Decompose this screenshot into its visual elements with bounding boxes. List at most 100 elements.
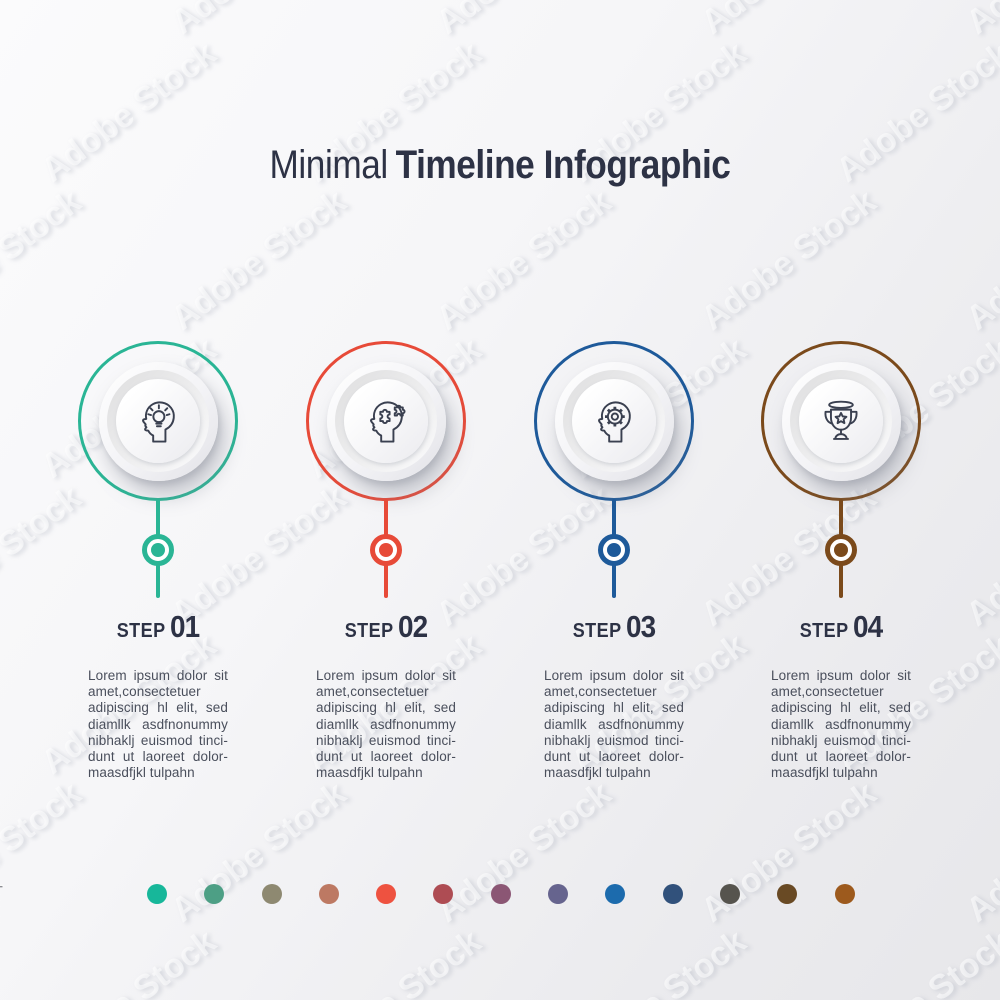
description-line: maasdfjkl tulpahn — [544, 765, 651, 781]
adobe-stock-watermark: Adobe Stock — [0, 0, 89, 43]
description-line: diamllk asdfnonummy — [316, 716, 456, 732]
description-line: amet,consectetuer — [316, 684, 429, 700]
description-line: adipiscing hl elit, sed — [316, 700, 456, 716]
description-line: diamllk asdfnonummy — [544, 716, 684, 732]
connector-node-dot — [151, 543, 165, 557]
connector-node-dot — [379, 543, 393, 557]
adobe-stock-watermark: Adobe Stock — [0, 478, 89, 634]
palette-dot — [433, 884, 454, 904]
adobe-stock-watermark: Adobe Stock — [164, 182, 354, 338]
description-line: amet,consectetuer — [771, 684, 884, 700]
description-line: Lorem ipsum dolor sit — [544, 668, 684, 683]
description-line: Lorem ipsum dolor sit — [771, 668, 911, 683]
adobe-stock-watermark: Adobe Stock — [34, 922, 223, 1000]
step-button-ring — [107, 370, 209, 472]
adobe-stock-watermark: Adobe Stock — [0, 774, 89, 930]
step-button-face — [344, 379, 428, 463]
step-outline-circle — [761, 341, 921, 501]
step-button — [326, 361, 446, 481]
step-label: STEP 03 — [573, 609, 656, 645]
connector-node — [598, 534, 630, 566]
connector-node — [370, 534, 402, 566]
description-line: nibhaklj euismod tinci- — [544, 732, 684, 748]
adobe-stock-watermark: Adobe Stock — [959, 478, 1000, 634]
adobe-stock-watermark: Adobe Stock — [694, 182, 884, 338]
step-outline-circle — [306, 341, 466, 501]
step-label: STEP 02 — [345, 609, 428, 645]
title-regular: Minimal — [269, 143, 389, 187]
head-lightbulb-icon — [130, 393, 186, 449]
timeline-step: STEP 03 Lorem ipsum dolor sit amet,consect… — [534, 341, 694, 811]
step-button-face — [799, 379, 883, 463]
palette-dot — [318, 884, 339, 904]
timeline-step: STEP 01 Lorem ipsum dolor sit amet,consect… — [78, 341, 238, 811]
connector-node-dot — [607, 543, 621, 557]
connector-node-dot — [834, 543, 848, 557]
adobe-stock-watermark: Adobe Stock — [959, 182, 1000, 338]
timeline-step: STEP 04 Lorem ipsum dolor sit amet,consect… — [761, 341, 921, 811]
step-label: STEP 01 — [117, 609, 200, 645]
description-line: dunt ut laoreet dolor- — [316, 749, 456, 765]
adobe-stock-watermark: Adobe Stock — [959, 774, 1000, 930]
step-button — [98, 361, 218, 481]
palette-dot — [777, 884, 798, 904]
step-word: STEP — [799, 620, 849, 642]
adobe-stock-watermark: Adobe Stock — [564, 922, 753, 1000]
palette-dot — [147, 884, 167, 904]
description-line: dunt ut laoreet dolor- — [544, 749, 684, 765]
step-description: Lorem ipsum dolor sit amet,consectetuer ad… — [771, 668, 911, 781]
step-outline-circle — [78, 341, 238, 501]
palette-dot — [204, 884, 225, 904]
step-number: 02 — [398, 609, 428, 644]
description-line: Lorem ipsum dolor sit — [88, 668, 228, 683]
connector-node — [142, 534, 174, 566]
step-button-ring — [563, 370, 665, 472]
description-line: Lorem ipsum dolor sit — [316, 668, 456, 683]
step-description: Lorem ipsum dolor sit amet,consectetuer ad… — [88, 668, 228, 781]
adobe-stock-watermark: Adobe Stock — [0, 182, 89, 338]
description-line: maasdfjkl tulpahn — [771, 765, 878, 781]
step-word: STEP — [344, 620, 394, 642]
palette-dot — [834, 884, 855, 904]
palette-dot — [662, 884, 683, 904]
description-line: adipiscing hl elit, sed — [771, 700, 911, 716]
adobe-stock-watermark: Adobe Stock — [299, 922, 488, 1000]
title-bold: Timeline Infographic — [395, 143, 731, 187]
stock-attribution: Adobe Stock | #134184678 — [0, 779, 3, 996]
palette-dot — [548, 884, 569, 904]
step-button — [781, 361, 901, 481]
step-button — [554, 361, 674, 481]
description-line: adipiscing hl elit, sed — [544, 700, 684, 716]
description-line: dunt ut laoreet dolor- — [771, 749, 911, 765]
step-number: 04 — [853, 609, 883, 644]
step-outline-circle — [534, 341, 694, 501]
palette-dot — [490, 884, 511, 904]
adobe-stock-watermark: Adobe Stock — [959, 0, 1000, 43]
description-line: maasdfjkl tulpahn — [316, 765, 423, 781]
adobe-stock-watermark: Adobe Stock — [164, 0, 353, 43]
description-line: nibhaklj euismod tinci- — [771, 732, 911, 748]
step-word: STEP — [116, 620, 166, 642]
adobe-stock-watermark: Adobe Stock — [829, 922, 1000, 1000]
step-word: STEP — [572, 620, 622, 642]
adobe-stock-watermark: Adobe Stock — [429, 182, 619, 338]
trophy-star-icon — [813, 393, 869, 449]
step-button-ring — [790, 370, 892, 472]
palette-dot — [719, 884, 740, 904]
palette-dot — [261, 884, 282, 904]
step-button-face — [116, 379, 200, 463]
description-line: diamllk asdfnonummy — [88, 716, 228, 732]
step-description: Lorem ipsum dolor sit amet,consectetuer ad… — [316, 668, 456, 781]
description-line: amet,consectetuer — [88, 684, 201, 700]
description-line: diamllk asdfnonummy — [771, 716, 911, 732]
description-line: amet,consectetuer — [544, 684, 657, 700]
description-line: dunt ut laoreet dolor- — [88, 749, 228, 765]
description-line: maasdfjkl tulpahn — [88, 765, 195, 781]
step-number: 01 — [170, 609, 200, 644]
description-line: nibhaklj euismod tinci- — [88, 732, 228, 748]
description-line: adipiscing hl elit, sed — [88, 700, 228, 716]
adobe-stock-watermark: Adobe Stock — [694, 0, 883, 43]
palette-dot — [605, 884, 626, 904]
timeline-step: STEP 02 Lorem ipsum dolor sit amet,consect… — [306, 341, 466, 811]
